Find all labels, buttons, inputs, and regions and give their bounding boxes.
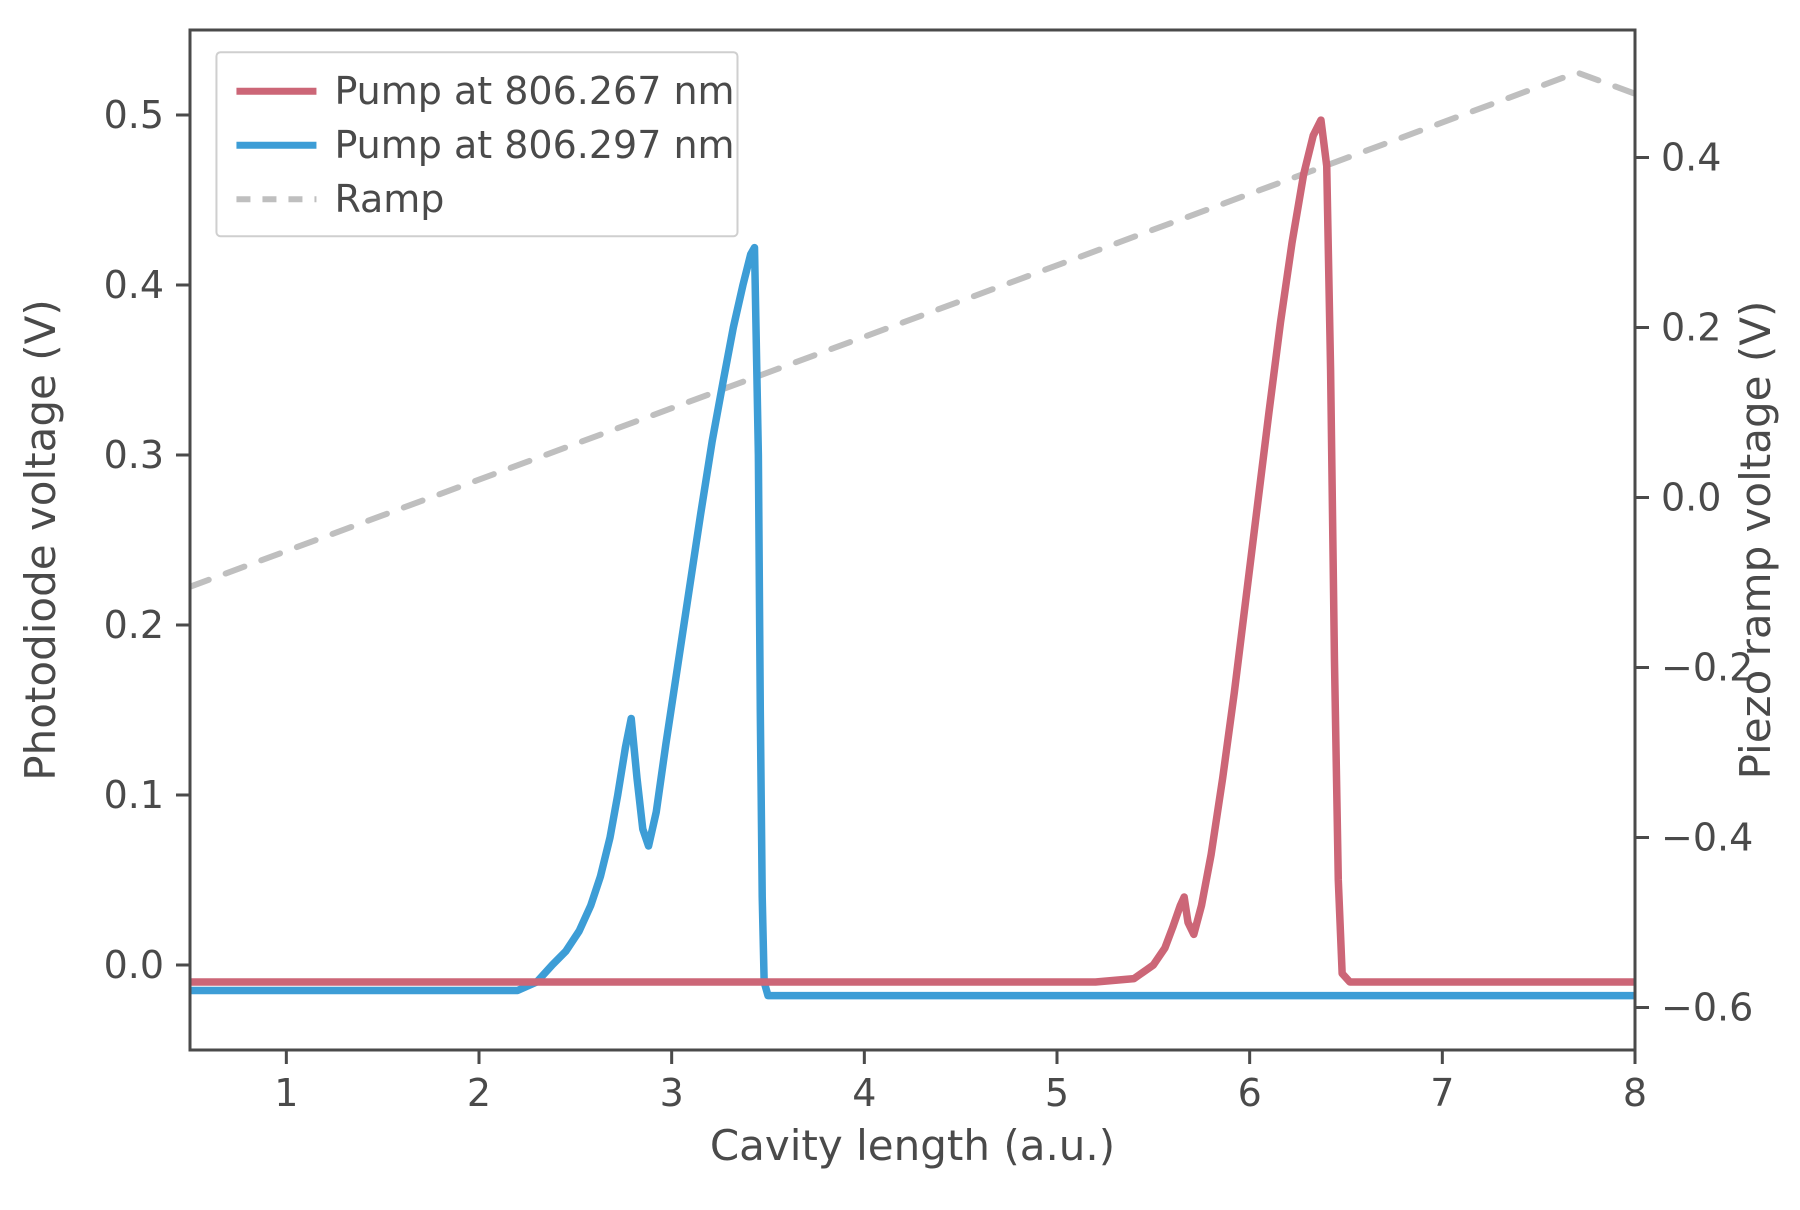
x-tick-label: 1 [274, 1071, 298, 1115]
legend-item-label: Ramp [334, 177, 444, 221]
x-tick-label: 7 [1430, 1071, 1454, 1115]
y-right-tick-label: −0.4 [1661, 816, 1753, 860]
x-tick-label: 3 [660, 1071, 684, 1115]
y-left-tick-label: 0.3 [104, 433, 164, 477]
y-left-tick-label: 0.4 [104, 263, 164, 307]
y-left-tick-label: 0.5 [104, 93, 164, 137]
x-tick-label: 5 [1045, 1071, 1069, 1115]
legend-item-label: Pump at 806.297 nm [334, 123, 734, 167]
x-tick-label: 4 [852, 1071, 876, 1115]
y-left-tick-label: 0.0 [104, 943, 164, 987]
x-axis-label: Cavity length (a.u.) [710, 1121, 1115, 1170]
x-tick-label: 8 [1623, 1071, 1647, 1115]
x-tick-label: 2 [467, 1071, 491, 1115]
y-left-tick-label: 0.1 [104, 773, 164, 817]
y-right-tick-label: 0.0 [1661, 476, 1721, 520]
y-right-tick-label: 0.4 [1661, 136, 1721, 180]
y-right-tick-label: −0.6 [1661, 986, 1753, 1030]
legend: Pump at 806.267 nm Pump at 806.297 nm Ramp [216, 52, 737, 236]
y-left-tick-label: 0.2 [104, 603, 164, 647]
y-right-tick-label: 0.2 [1661, 306, 1721, 350]
y-left-axis-label: Photodiode voltage (V) [16, 299, 65, 780]
legend-item-label: Pump at 806.267 nm [334, 69, 734, 113]
chart-svg: 123456780.00.10.20.30.40.5−0.6−0.4−0.20.… [0, 0, 1800, 1210]
y-right-axis-label: Piezo ramp voltage (V) [1731, 301, 1780, 780]
x-tick-label: 6 [1238, 1071, 1262, 1115]
